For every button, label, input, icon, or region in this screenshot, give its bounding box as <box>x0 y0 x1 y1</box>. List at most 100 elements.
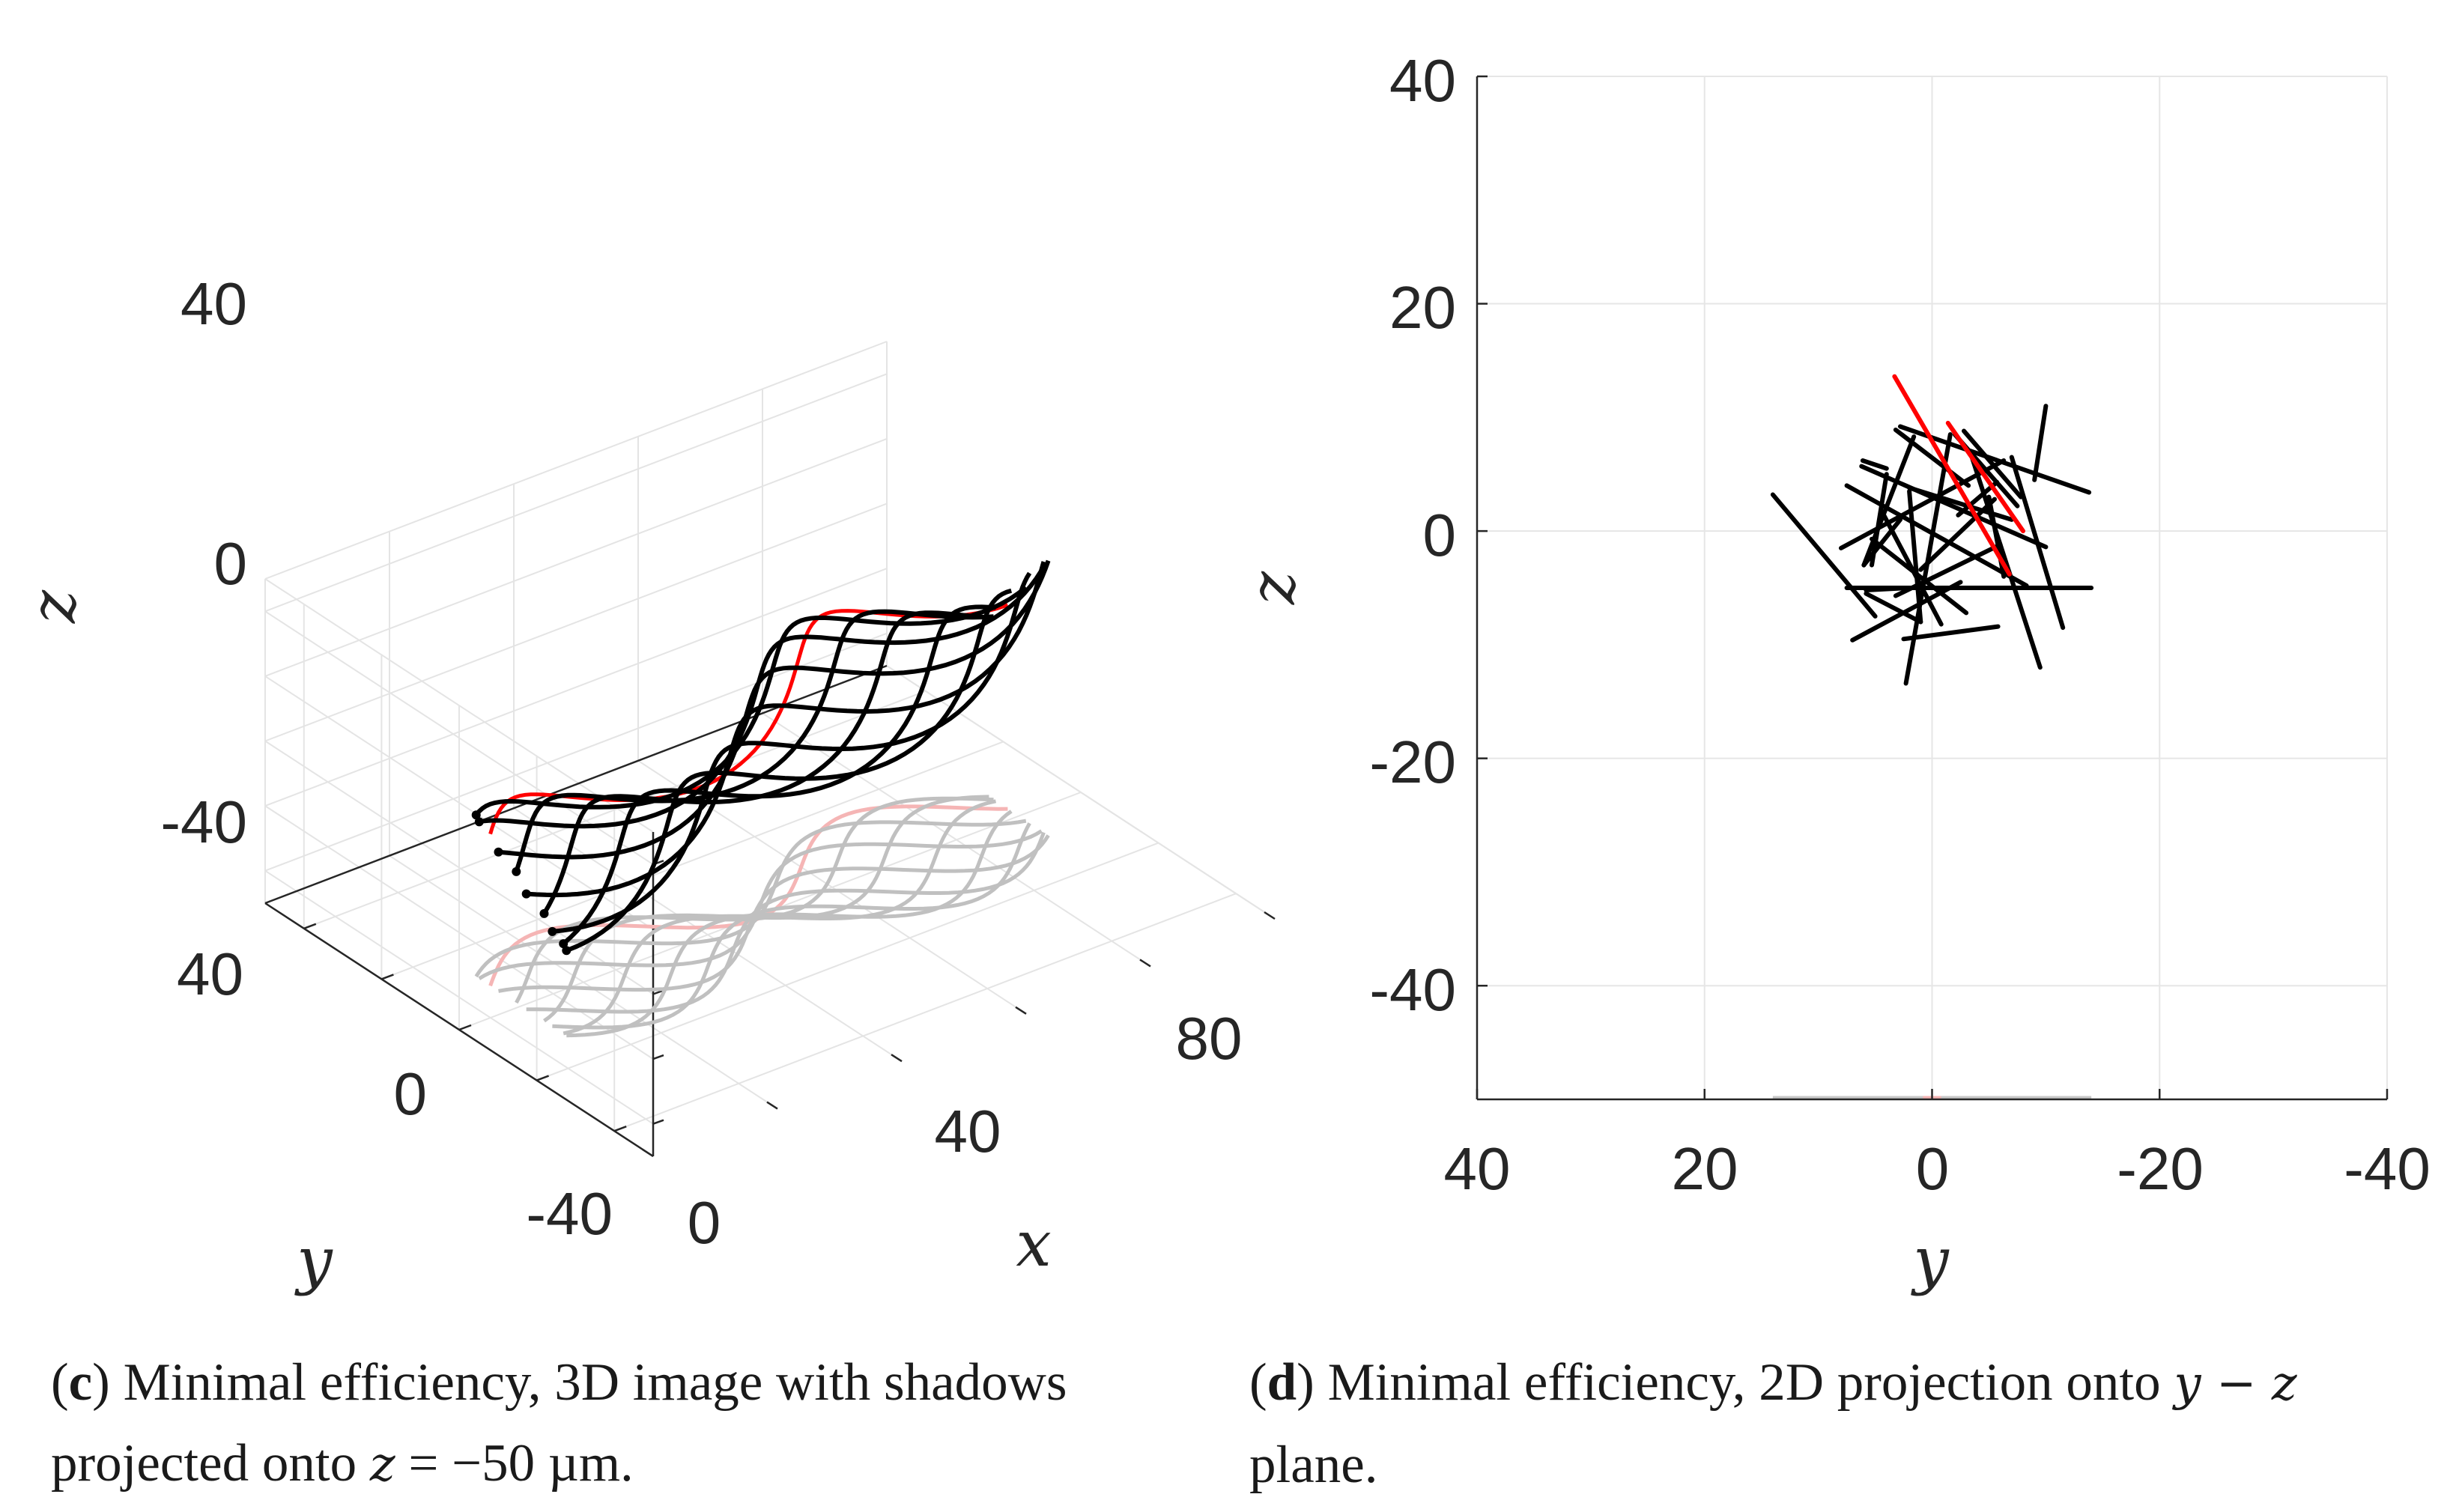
c-x-tick-mark <box>891 1054 903 1063</box>
caption-c-line1: Minimal efficiency, 3D image with shadow… <box>123 1353 1067 1412</box>
c-y-tick-mark <box>380 974 394 980</box>
d-segment-30 <box>1892 374 2012 577</box>
caption-c-label: c <box>68 1353 93 1412</box>
c-grid-left-edge <box>264 578 654 833</box>
panel-c-trajectories <box>471 559 1051 956</box>
d-z-tick-0: 0 <box>1423 502 1457 568</box>
c-z-tick-40: 40 <box>181 270 247 337</box>
c-z-tick-mark <box>652 989 664 995</box>
d-segment-9 <box>1903 432 1953 686</box>
c-z-tick-neg40: -40 <box>160 789 247 855</box>
panel-c-grid <box>264 341 1276 1157</box>
panel-d-segments <box>1770 374 2094 686</box>
c-grid-left-z <box>264 610 654 866</box>
c-shadow-6 <box>552 822 1031 1030</box>
c-x-tick-80: 80 <box>1176 1005 1243 1072</box>
c-z-tick-mark <box>652 1119 664 1125</box>
d-segment-24 <box>1870 472 1889 568</box>
c-grid-back-edge <box>264 341 888 580</box>
d-segment-19 <box>1907 489 1923 625</box>
c-grid-left-z <box>264 740 654 995</box>
c-trajectory-start-dot <box>512 866 521 876</box>
d-z-tick-neg40: -40 <box>1369 956 1456 1023</box>
c-x-tick-40: 40 <box>935 1098 1001 1165</box>
c-y-tick-0: 0 <box>394 1060 428 1127</box>
c-grid-left-z <box>264 675 654 930</box>
caption-c-line2-eq: = −50 µm. <box>395 1434 634 1493</box>
d-segment-21 <box>1861 434 1917 568</box>
c-trajectory-start-dot <box>471 810 481 820</box>
c-trajectory-10 <box>514 609 994 872</box>
d-segment-31 <box>1945 420 2025 534</box>
d-y-tick-0: 0 <box>1916 1135 1950 1202</box>
d-y-axis-label: y <box>1910 1224 1950 1297</box>
d-segment-17 <box>1870 536 1969 616</box>
caption-c-line2-pre: projected onto <box>51 1434 370 1493</box>
c-grid-back-z <box>264 437 888 677</box>
d-segment-26 <box>1864 586 1912 592</box>
d-z-axis-label: z <box>1236 571 1309 605</box>
c-trajectory-3 <box>479 569 1044 829</box>
d-y-tick-neg40: -40 <box>2344 1135 2431 1202</box>
c-trajectory-6 <box>552 571 1032 934</box>
caption-d-line2: plane. <box>1249 1436 1378 1494</box>
caption-c: (c) Minimal efficiency, 3D image with sh… <box>51 1353 1067 1493</box>
c-trajectory-start-dot <box>521 889 531 899</box>
caption-d-label: d <box>1267 1353 1297 1412</box>
d-segment-10 <box>1839 458 2007 550</box>
c-x-tick-mark <box>642 1148 654 1158</box>
c-grid-back-z <box>264 373 888 613</box>
d-segment-27 <box>1844 483 2029 588</box>
d-y-tick-neg20: -20 <box>2117 1135 2204 1202</box>
c-grid-back-z <box>264 503 888 742</box>
c-trajectory-start-dot <box>548 926 557 936</box>
c-trajectory-4 <box>498 559 1051 860</box>
c-grid-back-z <box>264 568 888 807</box>
c-grid-floor-edge <box>886 665 1276 920</box>
c-y-tick-mark <box>303 923 317 929</box>
d-segment-29 <box>1907 485 2014 522</box>
c-x-tick-mark <box>1139 959 1151 968</box>
c-y-tick-neg40: -40 <box>526 1180 613 1247</box>
c-y-tick-mark <box>536 1075 550 1081</box>
c-trajectory-9 <box>542 610 989 915</box>
c-trajectory-7 <box>566 588 1013 953</box>
c-grid-floor-y <box>613 893 1237 1132</box>
c-y-axis-label: y <box>294 1224 333 1297</box>
panel-c-3d-plot: 40 0 -40 40 0 -40 0 40 80 z y x <box>16 270 1276 1297</box>
d-segment-23 <box>1860 458 1889 471</box>
c-grid-left-z <box>264 869 654 1125</box>
d-segment-14 <box>1962 428 2023 500</box>
c-shadow-4 <box>498 834 1050 993</box>
d-y-tick-20: 20 <box>1672 1135 1738 1202</box>
c-trajectory-start-dot <box>562 946 571 956</box>
c-trajectory-start-dot <box>494 847 503 857</box>
panel-d-2d-plot: 40 20 0 -20 -40 40 20 0 -20 -40 z y <box>1236 47 2431 1297</box>
c-x-tick-mark <box>1264 911 1276 920</box>
c-trajectory-start-dot <box>559 939 568 949</box>
caption-c-var: z <box>369 1437 395 1493</box>
caption-d-math: y − z <box>2174 1356 2297 1412</box>
d-segment-28 <box>1893 428 1971 488</box>
c-x-tick-mark <box>1015 1006 1027 1015</box>
c-z-axis-label: z <box>16 589 90 624</box>
caption-d: (d) Minimal efficiency, 2D projection on… <box>1249 1342 2440 1505</box>
d-segment-8 <box>1901 624 2001 642</box>
c-grid-left-z <box>264 805 654 1060</box>
c-trajectory-8 <box>562 604 996 946</box>
c-shadow-9 <box>543 795 989 1023</box>
d-segment-18 <box>1864 591 1923 625</box>
c-shadow-10 <box>515 796 994 1004</box>
c-trajectory-start-dot <box>474 817 484 827</box>
d-segment-22 <box>1861 517 1902 568</box>
c-y-tick-mark <box>613 1126 627 1132</box>
c-z-tick-0: 0 <box>214 530 248 597</box>
d-z-tick-20: 20 <box>1389 274 1456 341</box>
c-x-axis-label: x <box>1016 1207 1051 1281</box>
d-z-tick-40: 40 <box>1389 47 1456 114</box>
c-y-tick-40: 40 <box>177 941 243 1007</box>
c-y-tick-mark <box>458 1024 472 1031</box>
panel-c-shadows <box>474 795 1050 1038</box>
c-x-tick-0: 0 <box>688 1189 721 1256</box>
